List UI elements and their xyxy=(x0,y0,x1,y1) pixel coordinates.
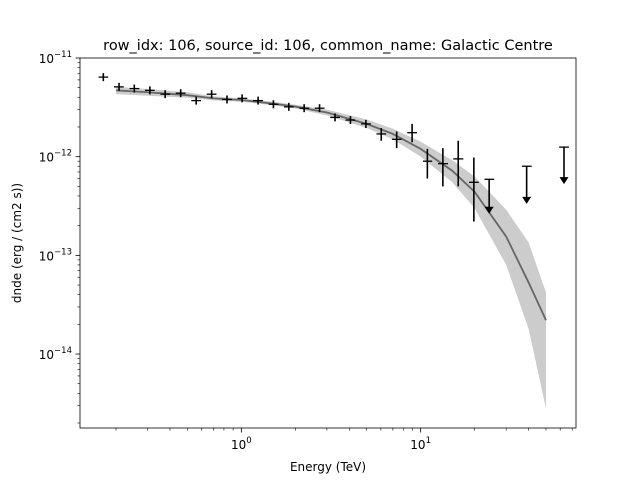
model-line-layer xyxy=(115,89,547,321)
data-point xyxy=(206,90,217,99)
data-point xyxy=(175,89,186,98)
data-point xyxy=(361,119,371,129)
model-error-band xyxy=(115,86,546,409)
x-axis-label: Energy (TeV) xyxy=(290,460,366,474)
data-point xyxy=(160,90,171,99)
data-point xyxy=(438,148,448,187)
x-tick-label: 101 xyxy=(410,436,431,452)
data-point xyxy=(222,95,232,104)
data-point xyxy=(391,131,402,149)
chart-title: row_idx: 106, source_id: 106, common_nam… xyxy=(103,38,553,54)
y-axis-ticks: 10−11 10−12 10−13 10−14 xyxy=(39,50,80,424)
data-point xyxy=(468,157,479,222)
y-axis-label: dnde (erg / (cm2 s)) xyxy=(10,183,24,303)
y-tick-label: 10−14 xyxy=(39,346,72,362)
model-band-layer xyxy=(115,86,546,409)
data-point xyxy=(129,84,140,93)
data-point xyxy=(268,100,279,109)
x-axis-ticks: 100 101 xyxy=(115,428,573,452)
data-point xyxy=(330,113,340,122)
data-point xyxy=(144,86,155,95)
data-point xyxy=(345,116,356,125)
data-point xyxy=(191,96,202,105)
data-point xyxy=(252,96,263,105)
data-points-layer xyxy=(98,73,569,222)
data-point xyxy=(314,104,325,113)
y-tick-label: 10−12 xyxy=(39,149,72,165)
data-point xyxy=(376,128,387,141)
data-point xyxy=(422,148,433,179)
model-line xyxy=(115,89,547,321)
upper-limit-point xyxy=(484,178,495,214)
axes-frame xyxy=(79,57,577,429)
data-point xyxy=(453,140,464,187)
data-point xyxy=(114,82,124,91)
upper-limit-point xyxy=(559,146,569,185)
x-tick-label: 100 xyxy=(231,436,252,452)
data-point xyxy=(407,123,418,143)
data-point xyxy=(237,94,248,103)
data-point xyxy=(284,102,294,111)
plot-area: 100 101 10−11 10−12 10−13 10−14 xyxy=(39,50,577,452)
data-point xyxy=(299,104,310,113)
upper-limit-point xyxy=(521,165,532,204)
data-point xyxy=(98,73,109,82)
y-tick-label: 10−13 xyxy=(39,247,72,263)
y-tick-label: 10−11 xyxy=(39,50,72,66)
